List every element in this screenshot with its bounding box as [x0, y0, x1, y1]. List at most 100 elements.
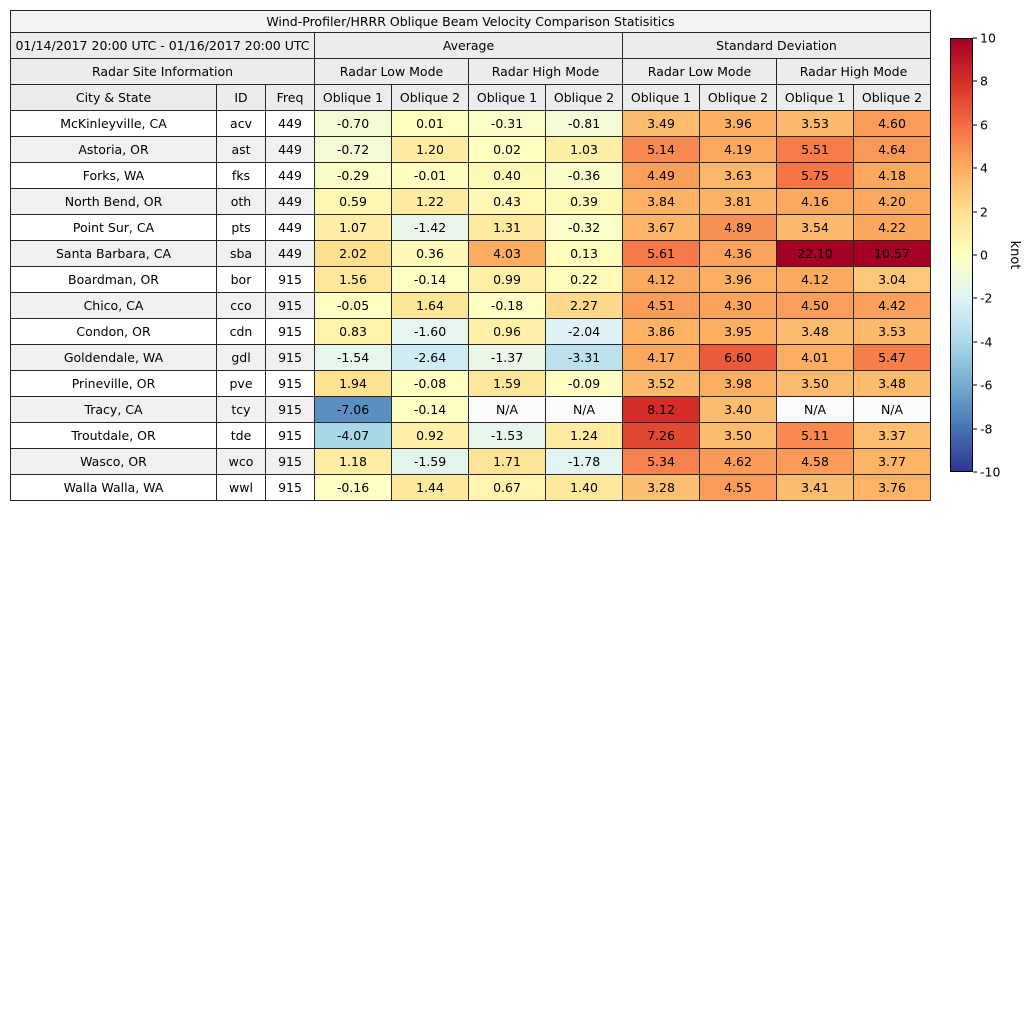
colorbar-tickmark [973, 254, 977, 256]
freq-cell: 449 [265, 136, 315, 163]
value-cell: -3.31 [545, 344, 623, 371]
value-cell: 1.59 [468, 370, 546, 397]
value-cell: 3.53 [853, 318, 931, 345]
stats-table: Wind-Profiler/HRRR Oblique Beam Velocity… [10, 10, 931, 501]
colorbar-tickmark [973, 384, 977, 386]
value-cell: 3.98 [699, 370, 777, 397]
table-row: Goldendale, WA gdl 915 -1.54 -2.64 -1.37 -3.31… [10, 344, 931, 371]
value-cell: 1.03 [545, 136, 623, 163]
site-id-cell: oth [216, 188, 266, 215]
value-cell: 5.61 [622, 240, 700, 267]
value-cell: 4.30 [699, 292, 777, 319]
value-cell: 3.96 [699, 266, 777, 293]
value-cell: N/A [853, 396, 931, 423]
value-cell: -7.06 [314, 396, 392, 423]
value-cell: 3.54 [776, 214, 854, 241]
value-cell: -2.64 [391, 344, 469, 371]
value-cell: 4.01 [776, 344, 854, 371]
city-cell: Prineville, OR [10, 370, 217, 397]
value-cell: 5.47 [853, 344, 931, 371]
group-standard-deviation: Standard Deviation [622, 32, 931, 59]
column-header-row: City & State ID Freq Oblique 1 Oblique 2… [10, 84, 931, 111]
oblique-header: Oblique 2 [545, 84, 623, 111]
freq-cell: 915 [265, 396, 315, 423]
colorbar-tick-label: -6 [980, 377, 993, 393]
colorbar-tick-label: 2 [980, 204, 988, 220]
site-id-cell: gdl [216, 344, 266, 371]
site-id-cell: pve [216, 370, 266, 397]
std-low-mode-header: Radar Low Mode [622, 58, 777, 85]
value-cell: 3.37 [853, 422, 931, 449]
site-id-cell: wco [216, 448, 266, 475]
table-row: Prineville, OR pve 915 1.94 -0.08 1.59 -0.09 3.… [10, 370, 931, 397]
value-cell: -0.09 [545, 370, 623, 397]
colorbar-tick-label: 4 [980, 160, 988, 176]
group-average: Average [314, 32, 623, 59]
value-cell: -0.72 [314, 136, 392, 163]
table-row: Point Sur, CA pts 449 1.07 -1.42 1.31 -0.32 3.6… [10, 214, 931, 241]
value-cell: 3.50 [776, 370, 854, 397]
value-cell: N/A [776, 396, 854, 423]
value-cell: 1.64 [391, 292, 469, 319]
city-cell: Troutdale, OR [10, 422, 217, 449]
value-cell: 5.51 [776, 136, 854, 163]
value-cell: 1.22 [391, 188, 469, 215]
value-cell: 0.43 [468, 188, 546, 215]
value-cell: 4.03 [468, 240, 546, 267]
value-cell: 0.83 [314, 318, 392, 345]
value-cell: 5.14 [622, 136, 700, 163]
value-cell: -0.31 [468, 110, 546, 137]
freq-cell: 915 [265, 292, 315, 319]
value-cell: 3.49 [622, 110, 700, 137]
site-id-cell: tde [216, 422, 266, 449]
city-cell: North Bend, OR [10, 188, 217, 215]
colorbar-tick-label: -10 [980, 464, 1001, 480]
value-cell: 1.20 [391, 136, 469, 163]
value-cell: 4.18 [853, 162, 931, 189]
std-high-mode-header: Radar High Mode [776, 58, 931, 85]
city-cell: Santa Barbara, CA [10, 240, 217, 267]
site-id-cell: cco [216, 292, 266, 319]
value-cell: 4.50 [776, 292, 854, 319]
city-cell: McKinleyville, CA [10, 110, 217, 137]
value-cell: 3.63 [699, 162, 777, 189]
site-id-cell: ast [216, 136, 266, 163]
city-cell: Goldendale, WA [10, 344, 217, 371]
value-cell: 4.19 [699, 136, 777, 163]
value-cell: -0.18 [468, 292, 546, 319]
colorbar-tickmark [973, 37, 977, 39]
value-cell: 3.40 [699, 396, 777, 423]
site-id-cell: sba [216, 240, 266, 267]
value-cell: -0.01 [391, 162, 469, 189]
value-cell: 7.26 [622, 422, 700, 449]
oblique-header: Oblique 1 [622, 84, 700, 111]
value-cell: -0.16 [314, 474, 392, 501]
value-cell: 1.18 [314, 448, 392, 475]
value-cell: 1.07 [314, 214, 392, 241]
colorbar-tickmark [973, 167, 977, 169]
value-cell: 3.81 [699, 188, 777, 215]
oblique-header: Oblique 2 [853, 84, 931, 111]
freq-cell: 915 [265, 422, 315, 449]
value-cell: 10.57 [853, 240, 931, 267]
colorbar-gradient [950, 38, 973, 472]
value-cell: 3.76 [853, 474, 931, 501]
value-cell: 1.44 [391, 474, 469, 501]
value-cell: 0.99 [468, 266, 546, 293]
table-row: Tracy, CA tcy 915 -7.06 -0.14 N/A N/A 8.12 3.40 N… [10, 396, 931, 423]
colorbar-unit-label: knot [1007, 240, 1022, 270]
value-cell: 1.24 [545, 422, 623, 449]
table-row: Wasco, OR wco 915 1.18 -1.59 1.71 -1.78 5.34 4.6… [10, 448, 931, 475]
value-cell: 4.20 [853, 188, 931, 215]
table-row: Astoria, OR ast 449 -0.72 1.20 0.02 1.03 5.14 4.… [10, 136, 931, 163]
value-cell: 1.56 [314, 266, 392, 293]
value-cell: 4.36 [699, 240, 777, 267]
group-radar-site-info: Radar Site Information [10, 58, 315, 85]
city-cell: Chico, CA [10, 292, 217, 319]
colorbar-tickmark [973, 124, 977, 126]
value-cell: 2.27 [545, 292, 623, 319]
colorbar-tick-label: 10 [980, 30, 996, 46]
value-cell: 4.60 [853, 110, 931, 137]
value-cell: -2.04 [545, 318, 623, 345]
